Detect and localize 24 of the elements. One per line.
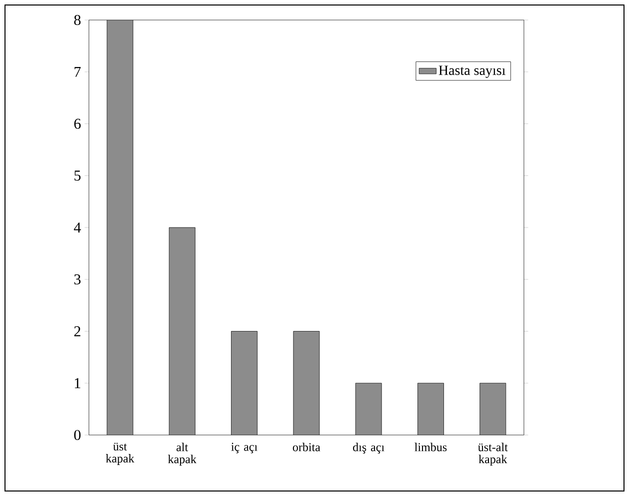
x-tick-label: üst-alt kapak [478, 442, 508, 466]
x-tick-label: iç açı [231, 442, 258, 454]
y-tick-label: 1 [74, 378, 80, 388]
y-tick-label: 7 [74, 66, 81, 77]
legend-label: Hasta sayısı [438, 66, 506, 78]
y-tick-label: 3 [74, 274, 81, 284]
bar [480, 382, 506, 435]
bar [168, 227, 196, 435]
bar [231, 331, 258, 435]
x-tick-label: orbita [292, 442, 320, 452]
y-tick-label: 5 [74, 170, 81, 181]
bar [293, 331, 320, 435]
x-tick-label: alt kapak [168, 442, 196, 466]
y-tick-label: 2 [74, 326, 80, 336]
x-tick-label: limbus [414, 442, 447, 452]
bar [418, 382, 444, 435]
y-tick-label: 6 [74, 118, 81, 129]
bar [106, 20, 134, 435]
y-tick-label: 8 [74, 14, 81, 26]
bar [355, 382, 382, 435]
x-tick-label: dış açı [353, 442, 384, 454]
x-tick-label: üst kapak [106, 442, 134, 465]
y-tick-label: 0 [74, 430, 81, 440]
y-tick-label: 4 [74, 222, 81, 232]
